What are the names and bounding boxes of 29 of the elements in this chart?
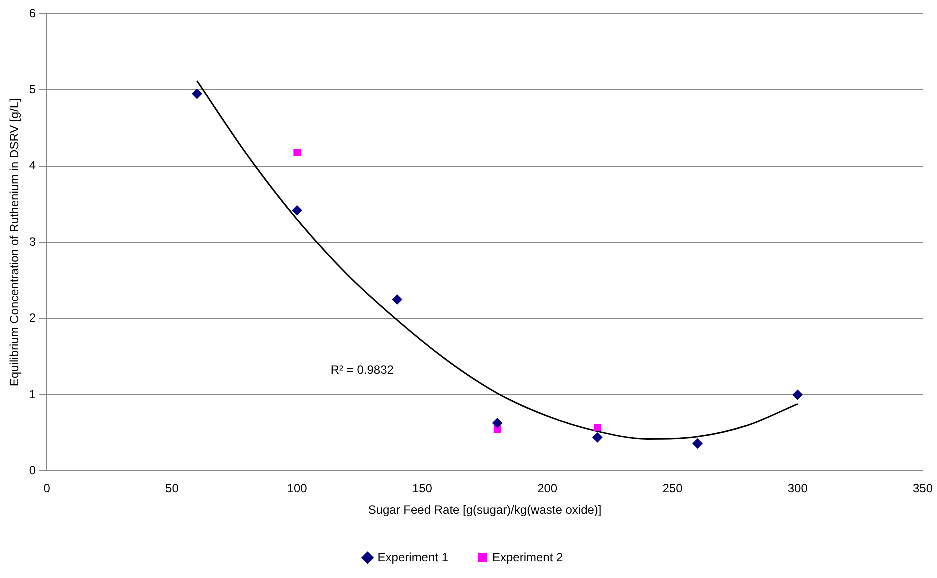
y-tick-label: 4 — [29, 158, 36, 173]
legend-label: Experiment 1 — [378, 550, 449, 564]
x-tick-label: 250 — [662, 482, 684, 496]
x-tick-label: 0 — [44, 482, 51, 496]
annotation: R² = 0.9832 — [330, 362, 394, 377]
point — [792, 390, 803, 400]
y-tick-label: 2 — [29, 311, 36, 326]
point — [292, 206, 302, 216]
point — [192, 89, 202, 100]
x-tick-label: 50 — [166, 482, 180, 496]
y-tick-label: 5 — [29, 82, 36, 97]
x-tick-label: 300 — [788, 482, 808, 496]
point — [592, 432, 603, 443]
point — [492, 418, 503, 428]
y-axis-title: Equilibrium Concentration of Ruthenium in DSRV [g/L] — [8, 98, 22, 387]
point — [594, 424, 602, 432]
y-tick-label: 0 — [29, 464, 36, 478]
x-tick-label: 150 — [412, 482, 433, 496]
y-tick-label: 1 — [29, 387, 36, 402]
point — [294, 149, 302, 156]
point — [692, 438, 703, 449]
y-tick-label: 3 — [29, 234, 36, 249]
x-axis-title: Sugar Feed Rate [g(sugar)/kg(waste oxide)] — [368, 503, 602, 518]
legend-label: Experiment 2 — [492, 550, 564, 564]
x-tick-label: 350 — [912, 482, 934, 496]
y-tick-label: 6 — [29, 6, 36, 20]
x-tick-label: 100 — [287, 482, 308, 496]
x-tick-label: 200 — [538, 482, 558, 496]
point — [392, 294, 402, 305]
